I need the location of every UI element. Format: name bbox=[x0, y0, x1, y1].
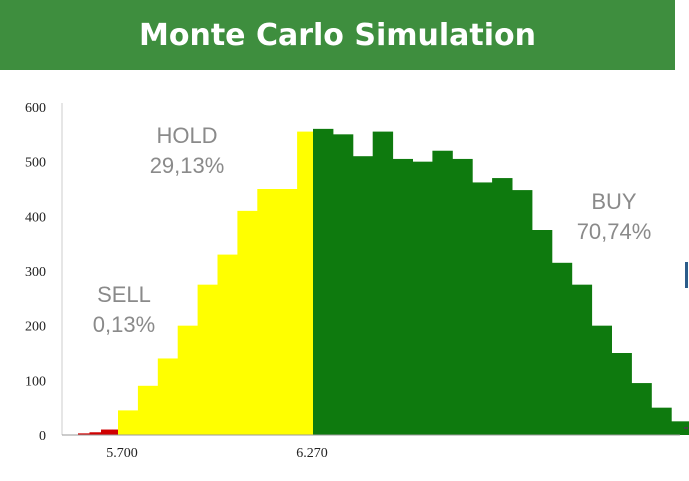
buy-bar bbox=[372, 131, 394, 435]
y-tick-label: 400 bbox=[25, 210, 46, 225]
chart-title: Monte Carlo Simulation bbox=[139, 17, 536, 53]
x-axis: 5.700 6.270 bbox=[62, 434, 680, 461]
title-banner: Monte Carlo Simulation bbox=[0, 0, 675, 70]
sell-label: SELL bbox=[97, 282, 151, 307]
buy-bar bbox=[332, 134, 354, 436]
hold-bar bbox=[137, 385, 159, 435]
buy-bar bbox=[671, 421, 689, 435]
buy-bar bbox=[392, 158, 413, 435]
right-edge-mark bbox=[685, 262, 688, 288]
zone-annotations: SELL 0,13% HOLD 29,13% BUY 70,74% bbox=[93, 123, 652, 337]
buy-bar bbox=[492, 178, 513, 436]
y-tick-label: 600 bbox=[25, 101, 46, 116]
buy-bar bbox=[352, 156, 374, 435]
hold-label: HOLD bbox=[156, 123, 217, 148]
hold-bar bbox=[157, 358, 179, 435]
buy-bar bbox=[611, 353, 632, 435]
buy-bar bbox=[313, 128, 334, 435]
buy-bar bbox=[551, 262, 573, 435]
x-tick-label: 5.700 bbox=[106, 446, 138, 461]
y-tick-label: 300 bbox=[25, 265, 46, 280]
histogram-bars bbox=[78, 128, 689, 436]
sell-bar bbox=[101, 429, 113, 435]
buy-bar bbox=[571, 284, 593, 435]
buy-bar bbox=[631, 383, 652, 435]
buy-bar bbox=[651, 407, 672, 435]
buy-bar bbox=[472, 182, 493, 435]
y-tick-label: 500 bbox=[25, 156, 46, 171]
buy-label: BUY bbox=[591, 189, 637, 214]
right-edge-tick bbox=[684, 427, 688, 429]
y-tick-label: 0 bbox=[39, 429, 46, 444]
buy-bar bbox=[591, 325, 612, 435]
hold-bar bbox=[237, 210, 258, 435]
hold-bar bbox=[257, 189, 278, 435]
sell-bar bbox=[78, 433, 90, 435]
buy-bar bbox=[531, 230, 553, 435]
hold-bar bbox=[177, 325, 199, 435]
y-tick-label: 100 bbox=[25, 374, 46, 389]
hold-bar bbox=[217, 254, 238, 435]
hold-bar bbox=[197, 284, 218, 435]
y-tick-label: 200 bbox=[25, 320, 46, 335]
hold-bar bbox=[118, 410, 139, 435]
x-tick-label: 6.270 bbox=[296, 446, 328, 461]
buy-bar bbox=[512, 190, 533, 435]
hold-bar bbox=[297, 131, 318, 435]
sell-percentage: 0,13% bbox=[93, 312, 155, 337]
buy-bar bbox=[452, 158, 473, 435]
y-axis: 0 100 200 300 400 500 600 bbox=[25, 101, 63, 444]
buy-bar bbox=[412, 161, 433, 435]
buy-bar bbox=[432, 150, 453, 435]
sell-bar bbox=[89, 432, 102, 435]
buy-percentage: 70,74% bbox=[577, 219, 652, 244]
hold-bar bbox=[277, 189, 298, 435]
hold-percentage: 29,13% bbox=[150, 153, 225, 178]
